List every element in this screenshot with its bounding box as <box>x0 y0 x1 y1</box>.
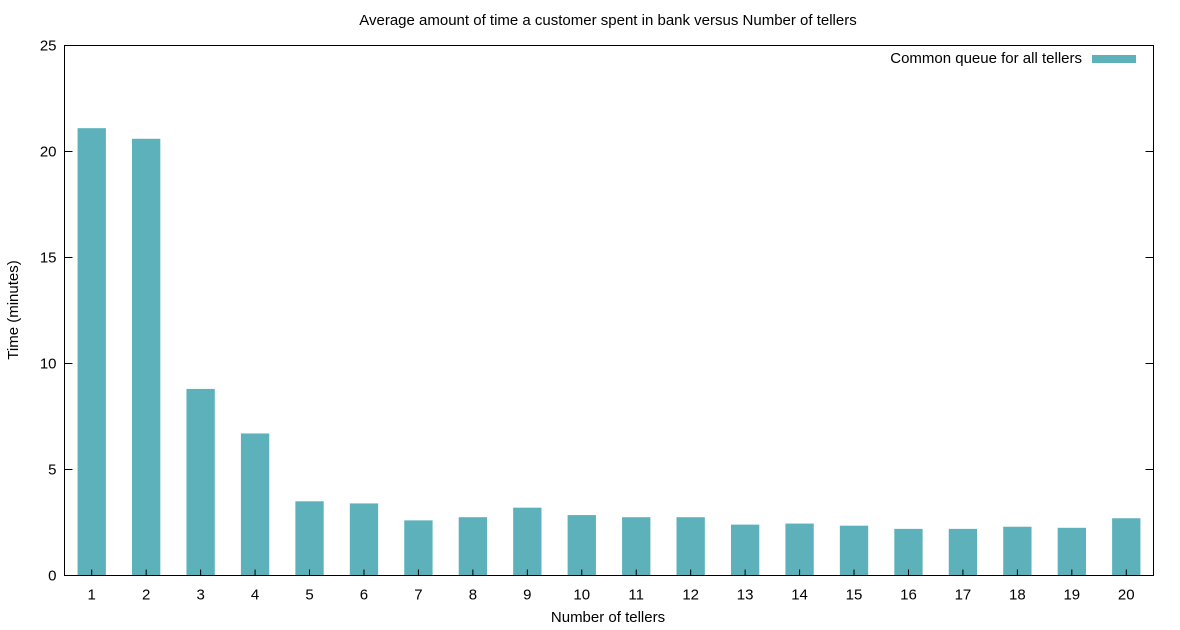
y-tick-label: 0 <box>48 568 56 585</box>
bar-8 <box>458 517 488 576</box>
x-tick-label: 8 <box>469 587 477 604</box>
bar-20 <box>1112 518 1141 576</box>
x-tick-label: 6 <box>360 587 368 604</box>
x-tick-label: 12 <box>682 587 699 604</box>
bar-7 <box>404 520 433 576</box>
y-tick-label: 5 <box>48 462 56 479</box>
bar-16 <box>894 528 923 576</box>
x-tick-label: 7 <box>414 587 422 604</box>
x-tick-label: 4 <box>251 587 259 604</box>
bar-12 <box>676 517 705 576</box>
chart-title: Average amount of time a customer spent … <box>359 12 856 29</box>
x-tick-label: 1 <box>88 587 96 604</box>
y-axis-label: Time (minutes) <box>5 260 22 359</box>
plot-frame <box>64 45 1154 576</box>
x-tick-label: 5 <box>305 587 313 604</box>
x-tick-label: 20 <box>1118 587 1135 604</box>
bar-10 <box>567 515 596 576</box>
x-axis-label: Number of tellers <box>551 609 665 626</box>
x-tick-label: 2 <box>142 587 150 604</box>
x-tick-label: 18 <box>1009 587 1026 604</box>
bar-15 <box>839 525 869 576</box>
x-tick-label: 15 <box>846 587 863 604</box>
legend-label: Common queue for all tellers <box>890 50 1082 67</box>
bar-2 <box>132 138 161 576</box>
x-tick-label: 10 <box>573 587 590 604</box>
bar-18 <box>1003 526 1032 576</box>
x-tick-label: 16 <box>900 587 917 604</box>
bar-14 <box>785 523 814 576</box>
bar-4 <box>240 433 270 576</box>
y-tick-label: 15 <box>40 250 57 267</box>
bar-1 <box>77 128 106 576</box>
x-tick-label: 11 <box>628 587 644 604</box>
bar-11 <box>622 517 651 576</box>
y-tick-label: 20 <box>40 144 57 161</box>
bar-5 <box>295 501 324 576</box>
x-tick-label: 19 <box>1063 587 1080 604</box>
x-tick-label: 17 <box>955 587 972 604</box>
bar-6 <box>349 503 379 576</box>
x-tick-label: 14 <box>791 587 808 604</box>
legend: Common queue for all tellers <box>890 50 1136 67</box>
bar-17 <box>948 528 978 576</box>
x-tick-label: 9 <box>523 587 531 604</box>
bar-13 <box>730 524 760 576</box>
y-tick-label: 10 <box>40 356 57 373</box>
x-tick-label: 3 <box>196 587 204 604</box>
bar-3 <box>186 388 215 576</box>
bar-19 <box>1057 527 1086 576</box>
x-tick-label: 13 <box>737 587 754 604</box>
bar-9 <box>513 507 542 576</box>
y-tick-label: 25 <box>40 38 57 55</box>
legend-swatch <box>1092 55 1136 63</box>
